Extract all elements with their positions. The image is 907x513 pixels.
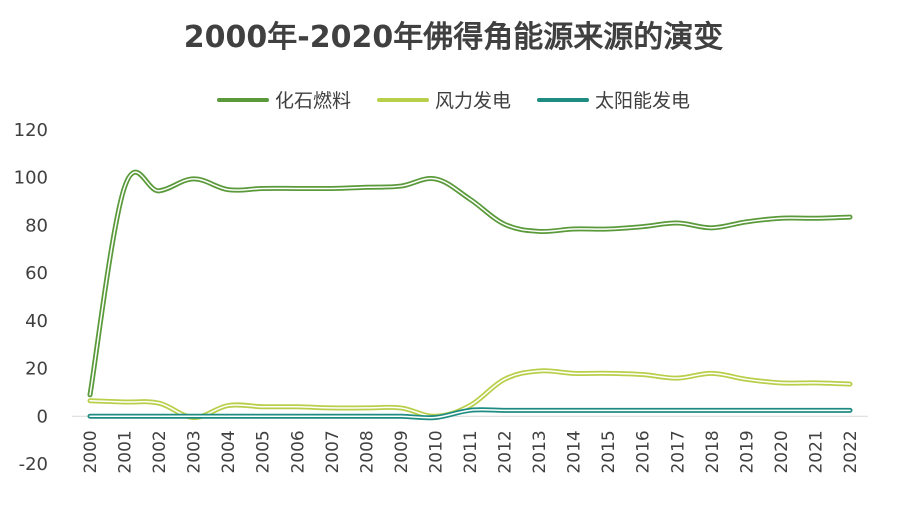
legend-swatch-fossil [216,97,269,102]
legend-item-fossil: 化石燃料 [216,86,351,113]
legend-label-fossil: 化石燃料 [274,90,351,112]
y-tick-label: 100 [14,168,48,189]
y-tick-label: 80 [25,215,48,236]
legend: 化石燃料 风力发电 太阳能发电 [0,86,907,113]
y-tick-label: 20 [25,359,48,380]
legend-item-solar: 太阳能发电 [537,86,690,113]
x-tick-label: 2009 [392,430,412,473]
x-tick-label: 2006 [288,430,308,473]
x-tick-label: 2017 [668,430,688,473]
x-tick-label: 2012 [496,430,516,473]
chart-title: 2000年-2020年佛得角能源来源的演变 [183,20,724,55]
x-tick-label: 2019 [737,430,757,473]
y-tick-label: 120 [14,120,48,141]
x-tick-label: 2000 [81,430,101,473]
x-tick-label: 2005 [254,430,274,473]
x-tick-label: 2007 [323,430,343,473]
x-tick-label: 2015 [599,430,619,473]
y-tick-label: 0 [37,406,48,427]
x-tick-label: 2014 [565,430,585,473]
legend-label-wind: 风力发电 [434,90,511,112]
x-tick-label: 2022 [841,430,861,473]
x-tick-label: 2002 [150,430,170,473]
x-tick-label: 2016 [634,430,654,473]
x-tick-label: 2011 [461,430,481,473]
legend-item-wind: 风力发电 [376,86,511,113]
y-tick-label: 40 [25,311,48,332]
x-tick-label: 2018 [703,430,723,473]
x-tick-label: 2013 [530,430,550,473]
y-tick-label: 60 [25,263,48,284]
legend-swatch-solar [537,97,589,102]
legend-label-solar: 太阳能发电 [595,90,691,112]
x-tick-label: 2004 [219,430,239,473]
x-tick-label: 2008 [357,430,377,473]
x-tick-label: 2001 [116,430,136,473]
series-line-0 [87,169,853,398]
y-tick-label: -20 [19,454,48,475]
x-tick-label: 2021 [806,430,826,473]
x-tick-label: 2020 [772,430,792,473]
series-line-inner-0 [89,171,851,396]
legend-swatch-wind [376,97,429,102]
x-tick-label: 2010 [426,430,446,473]
x-tick-label: 2003 [185,430,205,473]
